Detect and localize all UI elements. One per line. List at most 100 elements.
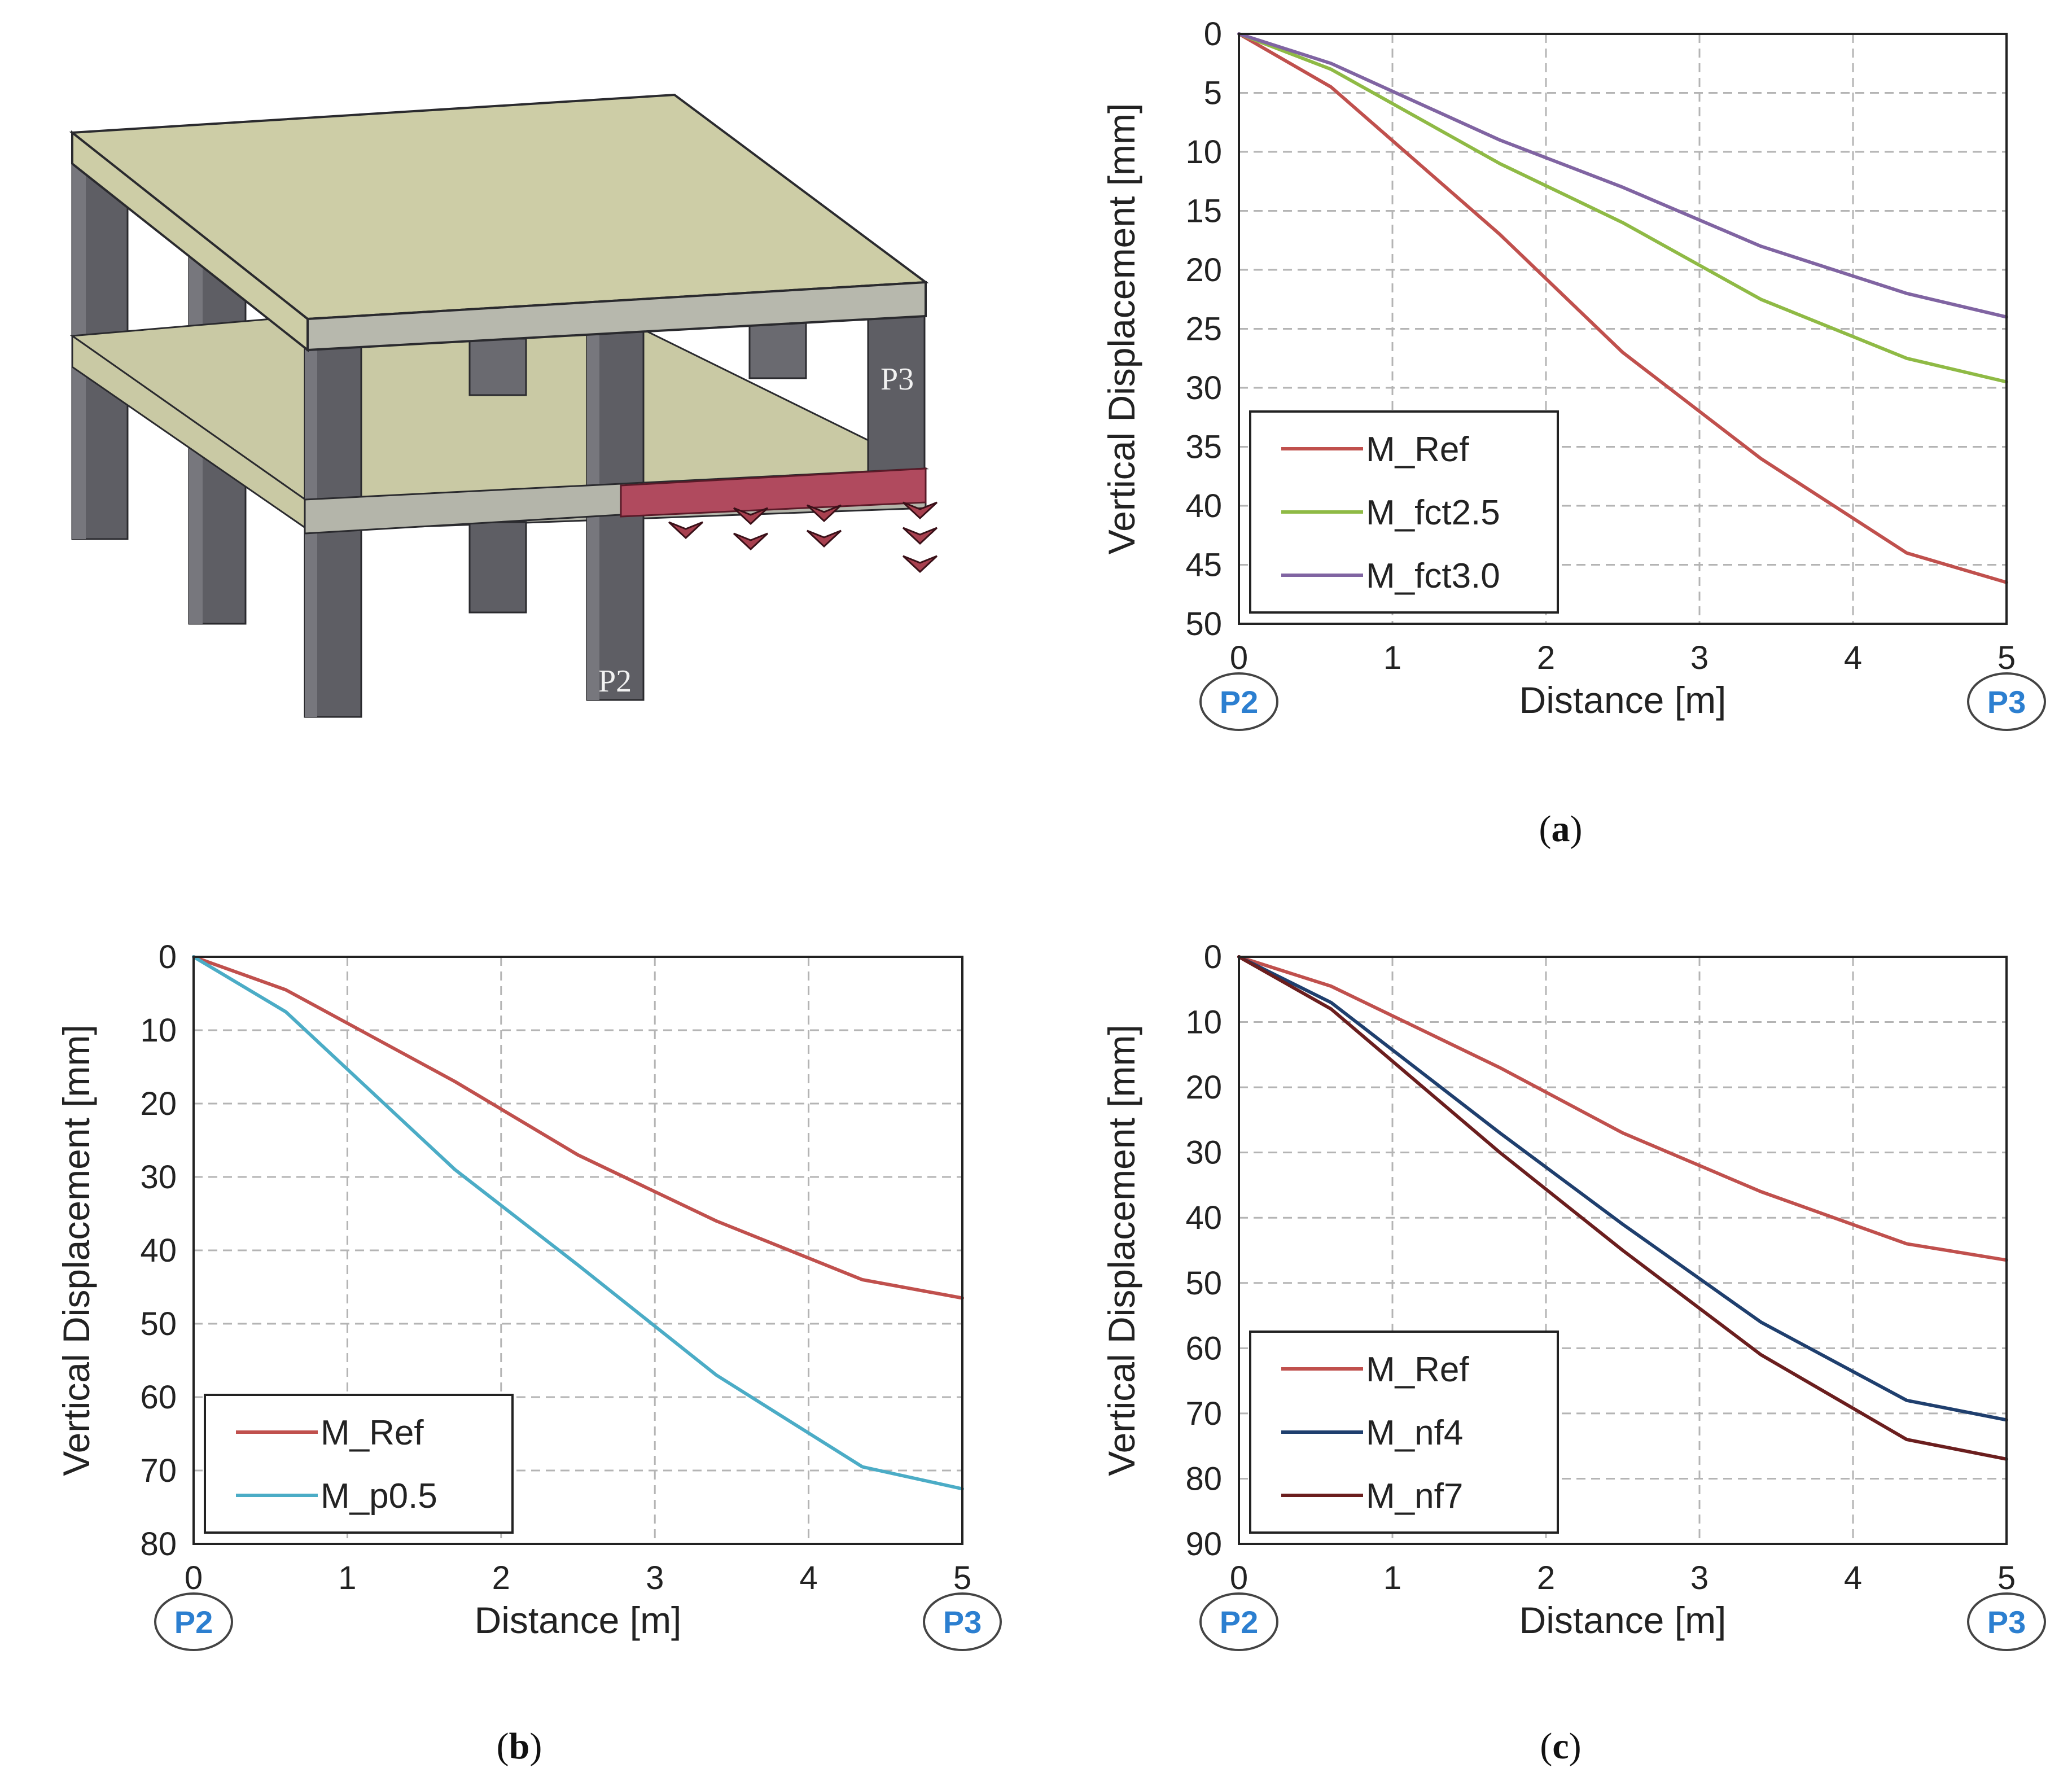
y-tick-label: 0	[1204, 939, 1222, 975]
column-marker-ring	[923, 1592, 1002, 1651]
grid	[1239, 957, 2007, 1544]
legend-entry: M_nf4	[1366, 1413, 1463, 1452]
y-axis-label: Vertical Displacement [mm]	[1101, 103, 1142, 555]
y-tick-label: 45	[1185, 547, 1222, 584]
series-line-m-ref	[1237, 955, 2008, 1262]
y-tick-label: 70	[140, 1452, 177, 1489]
x-tick-label: 4	[799, 1560, 817, 1596]
column-marker-label: P2	[1220, 684, 1259, 720]
legend-entry: M_fct2.5	[1366, 493, 1500, 532]
x-tick-label: 0	[1230, 1560, 1248, 1596]
legend-entry: M_Ref	[1366, 430, 1469, 469]
y-tick-label: 60	[140, 1379, 177, 1416]
series-layer	[192, 955, 964, 1491]
y-tick-label: 25	[1185, 311, 1222, 348]
y-tick-label: 30	[1185, 370, 1222, 406]
y-tick-label: 50	[140, 1306, 177, 1342]
x-tick-label: 4	[1844, 1560, 1862, 1596]
series-line-m-fct2-5	[1237, 32, 2008, 384]
legend-box	[204, 1394, 514, 1534]
caption-c: (c)	[1540, 1726, 1581, 1767]
column-marker-label: P3	[943, 1604, 982, 1640]
y-tick-label: 90	[1185, 1526, 1222, 1563]
x-axis-label: Distance [m]	[1519, 679, 1727, 721]
x-tick-labels: 0 1 2 3 4 5	[1230, 1560, 2016, 1596]
series-line-m-nf4	[1237, 955, 2008, 1422]
column-marker-ring	[154, 1592, 233, 1651]
column	[468, 521, 527, 614]
y-tick-label: 80	[140, 1526, 177, 1563]
column-markers: P2 P3	[1199, 1592, 2046, 1651]
legend-entry: M_Ref	[321, 1413, 424, 1452]
x-tick-label: 2	[1537, 1560, 1555, 1596]
y-tick-label: 50	[1185, 606, 1222, 642]
y-tick-labels: 0 5 10 15 20 25 30 35 40 45 50	[1185, 16, 1222, 642]
column-marker-ring	[1967, 1592, 2046, 1651]
x-tick-label: 2	[1537, 640, 1555, 676]
series-line-m-p0-5	[192, 955, 964, 1491]
plot-area-frame	[192, 956, 963, 1545]
y-tick-label: 40	[1185, 1200, 1222, 1236]
column-marker-ring	[1199, 672, 1278, 731]
series-layer	[1237, 32, 2008, 584]
series-line-m-ref	[1237, 32, 2008, 584]
building-illustration: P3 P2	[69, 93, 938, 718]
column-marker-ring	[1967, 672, 2046, 731]
y-axis-label: Vertical Displacement [mm]	[55, 1025, 97, 1476]
y-tick-label: 0	[1204, 16, 1222, 52]
label-p3: P3	[881, 362, 914, 397]
y-tick-label: 20	[140, 1086, 177, 1122]
x-tick-label: 0	[1230, 640, 1248, 676]
y-tick-label: 40	[1185, 488, 1222, 524]
y-tick-label: 50	[1185, 1265, 1222, 1302]
y-axis-label: Vertical Displacement [mm]	[1101, 1025, 1142, 1476]
legend-entry: M_Ref	[1366, 1350, 1469, 1389]
series-line-m-nf7	[1237, 955, 2008, 1461]
legend: M_Ref M_p0.5	[204, 1394, 514, 1534]
y-tick-label: 60	[1185, 1330, 1222, 1367]
y-tick-label: 10	[1185, 134, 1222, 170]
column-markers: P2 P3	[1199, 672, 2046, 731]
y-tick-label: 70	[1185, 1395, 1222, 1432]
column	[468, 338, 527, 396]
loaded-beam	[620, 467, 927, 518]
y-tick-label: 30	[1185, 1135, 1222, 1171]
y-tick-label: 10	[1185, 1004, 1222, 1041]
column	[748, 321, 807, 379]
series-line-m-fct3-0	[1237, 32, 2008, 319]
y-tick-labels: 0 10 20 30 40 50 60 70 80 90	[1185, 939, 1222, 1563]
column-marker-ring	[1199, 1592, 1278, 1651]
y-tick-label: 30	[140, 1159, 177, 1196]
x-tick-labels: 0 1 2 3 4 5	[1230, 640, 2016, 676]
y-tick-label: 40	[140, 1232, 177, 1269]
y-tick-labels: 0 10 20 30 40 50 60 70 80	[140, 939, 177, 1563]
y-tick-label: 80	[1185, 1460, 1222, 1497]
y-tick-label: 0	[159, 939, 177, 975]
series-layer	[1237, 955, 2008, 1461]
legend: M_Ref M_fct2.5 M_fct3.0	[1249, 410, 1559, 614]
x-tick-labels: 0 1 2 3 4 5	[185, 1560, 971, 1596]
x-tick-label: 3	[646, 1560, 664, 1596]
load-arrows	[668, 501, 938, 574]
x-tick-label: 2	[492, 1560, 510, 1596]
y-tick-label: 35	[1185, 429, 1222, 466]
plot-area-frame	[1238, 956, 2008, 1545]
chart-b: 0 10 20 30 40 50 60 70 80 0 1 2 3 4 5 Distance [m] Ve…	[55, 939, 1002, 1767]
x-tick-label: 5	[1997, 640, 2016, 676]
column-marker-label: P2	[1220, 1604, 1259, 1640]
caption-a: (a)	[1539, 808, 1583, 850]
caption-b: (b)	[497, 1726, 542, 1767]
x-tick-label: 1	[1383, 1560, 1401, 1596]
y-tick-label: 5	[1204, 75, 1222, 112]
x-tick-label: 1	[338, 1560, 356, 1596]
column-marker-label: P2	[174, 1604, 213, 1640]
legend-entry: M_p0.5	[321, 1477, 437, 1516]
x-tick-label: 0	[185, 1560, 203, 1596]
legend: M_Ref M_nf4 M_nf7	[1249, 1331, 1559, 1534]
y-tick-label: 20	[1185, 252, 1222, 288]
plot-area-frame	[1238, 33, 2008, 625]
y-tick-label: 15	[1185, 193, 1222, 230]
x-tick-label: 5	[953, 1560, 971, 1596]
